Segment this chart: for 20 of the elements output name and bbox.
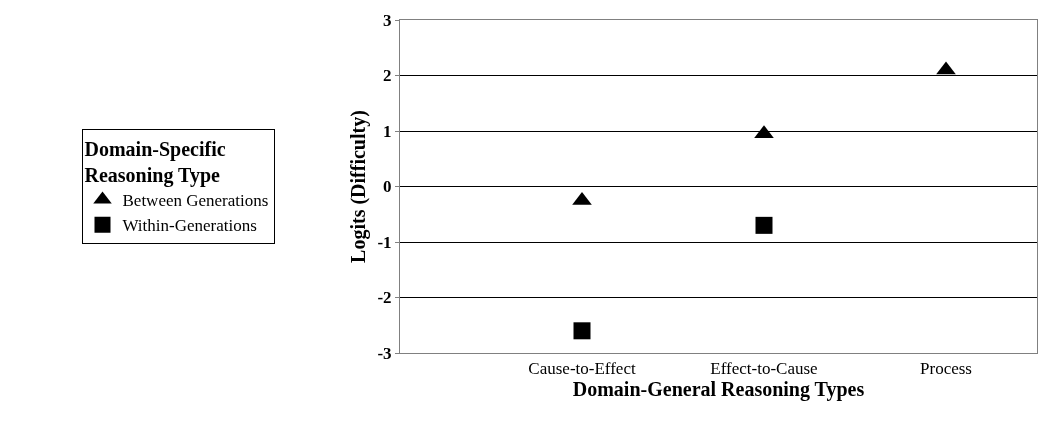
y-tick-label: -2 — [377, 288, 392, 308]
legend-label: Within-Generations — [122, 216, 257, 236]
x-tick-label: Process — [920, 359, 972, 379]
y-axis-title: Logits (Difficulty) — [346, 110, 370, 263]
x-tick-label: Cause-to-Effect — [528, 359, 636, 379]
y-tick-label: -1 — [377, 232, 392, 252]
legend-title: Domain-Specific Reasoning Type — [84, 138, 226, 187]
x-axis-title: Domain-General Reasoning Types — [572, 378, 865, 402]
point — [573, 322, 591, 340]
point — [754, 125, 774, 139]
x-tick-label: Effect-to-Cause — [710, 359, 818, 379]
point — [572, 191, 592, 205]
point — [936, 61, 956, 75]
legend-label: Between Generations — [122, 191, 269, 211]
y-tick-label: -3 — [377, 343, 392, 363]
y-tick-label: 3 — [383, 10, 392, 30]
y-tick-label: 2 — [383, 66, 392, 86]
y-tick-label: 0 — [383, 177, 392, 197]
point — [755, 216, 773, 234]
y-tick-label: 1 — [383, 121, 392, 141]
